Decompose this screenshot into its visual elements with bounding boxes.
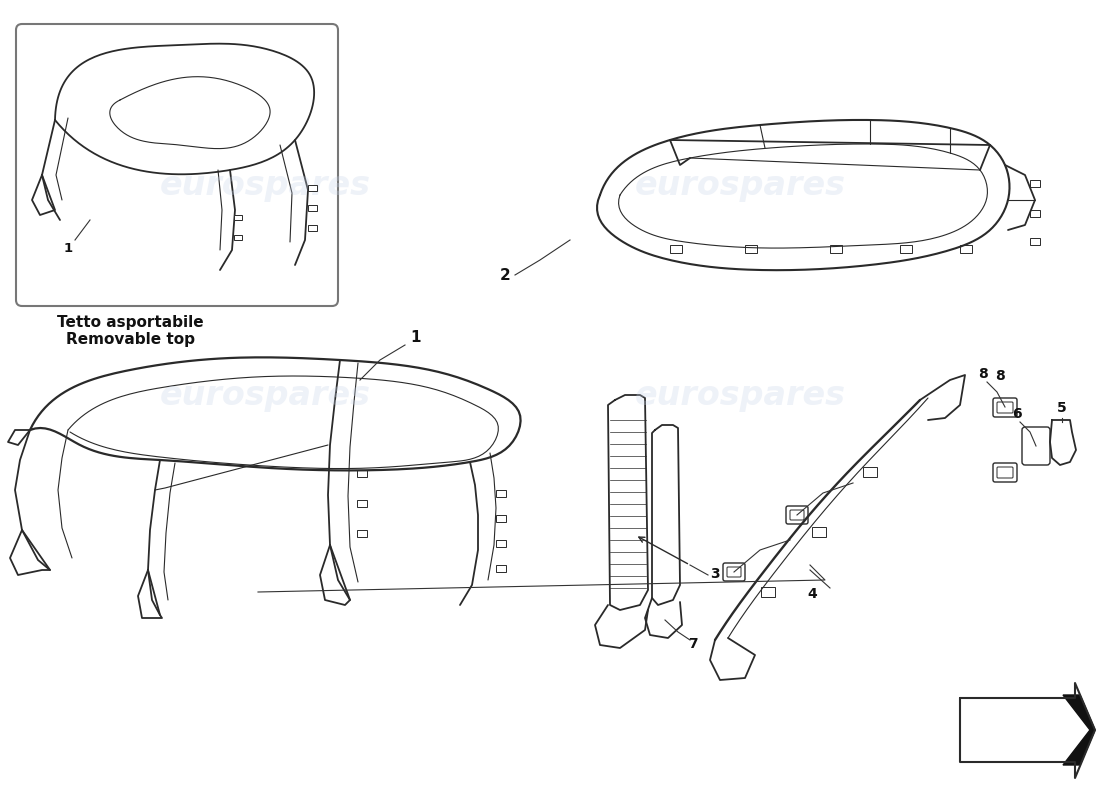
Bar	[864, 467, 877, 477]
Text: 8: 8	[978, 367, 988, 381]
Text: 7: 7	[688, 637, 697, 651]
Bar	[234, 235, 242, 240]
Polygon shape	[1063, 695, 1094, 765]
Bar	[308, 185, 317, 191]
Text: eurospares: eurospares	[635, 169, 846, 202]
Bar	[1030, 238, 1040, 245]
Text: 6: 6	[1012, 407, 1022, 421]
Bar	[358, 530, 367, 537]
Bar	[745, 245, 757, 253]
Bar	[830, 245, 842, 253]
FancyBboxPatch shape	[16, 24, 338, 306]
Text: 3: 3	[710, 567, 719, 581]
Bar	[496, 515, 506, 522]
Bar	[496, 490, 506, 497]
FancyBboxPatch shape	[786, 506, 808, 524]
Text: 5: 5	[1057, 401, 1067, 415]
Bar	[358, 500, 367, 507]
Text: 2: 2	[499, 268, 510, 283]
FancyBboxPatch shape	[993, 398, 1018, 417]
Text: 4: 4	[807, 587, 817, 601]
Text: Tetto asportabile: Tetto asportabile	[57, 315, 204, 330]
Bar	[761, 587, 776, 597]
Text: eurospares: eurospares	[635, 378, 846, 411]
Text: eurospares: eurospares	[160, 378, 371, 411]
Bar	[358, 470, 367, 477]
FancyBboxPatch shape	[997, 402, 1013, 413]
Bar	[1030, 180, 1040, 187]
Text: 8: 8	[996, 369, 1005, 383]
Bar	[496, 565, 506, 572]
Text: eurospares: eurospares	[160, 169, 371, 202]
Text: Removable top: Removable top	[66, 332, 195, 347]
Bar	[308, 225, 317, 231]
Bar	[1030, 210, 1040, 217]
Bar	[900, 245, 912, 253]
FancyBboxPatch shape	[727, 567, 741, 577]
Bar	[812, 527, 826, 537]
Text: 1: 1	[410, 330, 420, 345]
FancyBboxPatch shape	[997, 467, 1013, 478]
Bar	[670, 245, 682, 253]
FancyBboxPatch shape	[790, 510, 804, 520]
Bar	[960, 245, 972, 253]
Text: 1: 1	[64, 242, 73, 254]
Bar	[234, 215, 242, 220]
FancyBboxPatch shape	[1022, 427, 1050, 465]
Bar	[308, 205, 317, 211]
Bar	[496, 540, 506, 547]
FancyBboxPatch shape	[993, 463, 1018, 482]
FancyBboxPatch shape	[723, 563, 745, 581]
